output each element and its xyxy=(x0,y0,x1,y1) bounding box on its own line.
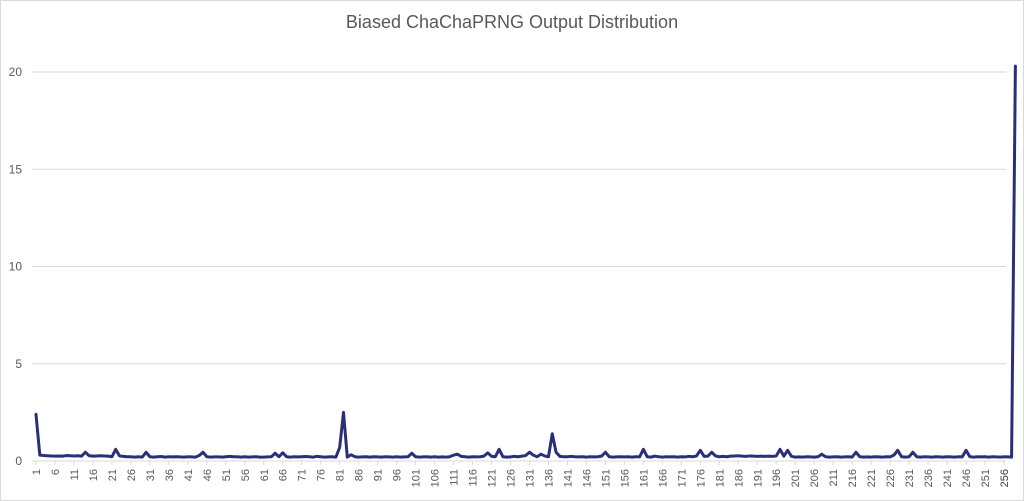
x-tick-label: 246 xyxy=(961,469,973,487)
x-tick-label: 186 xyxy=(733,469,745,487)
x-tick-label: 256 xyxy=(999,469,1011,487)
y-tick-label: 0 xyxy=(15,454,22,468)
x-tick-label: 181 xyxy=(714,469,726,487)
series-line-0 xyxy=(34,64,1017,459)
x-tick-label: 66 xyxy=(278,469,290,481)
x-tick-label: 126 xyxy=(506,469,518,487)
x-tick-label: 191 xyxy=(752,469,764,487)
x-tick-label: 251 xyxy=(980,469,992,487)
x-tick-label: 11 xyxy=(69,469,81,480)
x-tick-label: 101 xyxy=(411,469,423,487)
x-tick-label: 21 xyxy=(107,469,119,481)
x-tick-label: 6 xyxy=(50,469,62,475)
x-tick-label: 171 xyxy=(676,469,688,487)
x-tick-label: 111 xyxy=(449,469,461,486)
x-tick-label: 86 xyxy=(354,469,366,481)
gridlines xyxy=(32,71,1006,462)
x-tick-label: 116 xyxy=(468,469,480,487)
x-tick-label: 176 xyxy=(695,469,707,487)
x-tick-label: 141 xyxy=(562,469,574,487)
y-tick-label: 20 xyxy=(9,65,23,79)
x-tick-label: 26 xyxy=(126,469,138,481)
x-tick-label: 146 xyxy=(581,469,593,487)
x-tick-label: 161 xyxy=(638,469,650,487)
x-tick-label: 56 xyxy=(240,469,252,481)
x-tick-label: 226 xyxy=(885,469,897,487)
x-tick-label: 106 xyxy=(430,469,442,487)
x-tick-label: 221 xyxy=(866,469,878,487)
x-tick-label: 41 xyxy=(183,469,195,481)
x-tick-label: 16 xyxy=(88,469,100,481)
x-tick-label: 121 xyxy=(487,469,499,487)
x-axis-ticks: 1 6 11 16 21 26 31 36 41 46 51 56 61 66 71 76 81 86 91 96 10… xyxy=(31,461,1011,487)
x-tick-label: 1 xyxy=(31,469,43,475)
x-tick-label: 61 xyxy=(259,469,271,481)
x-tick-label: 46 xyxy=(202,469,214,481)
x-tick-label: 81 xyxy=(335,469,347,481)
x-tick-label: 51 xyxy=(221,469,233,481)
x-tick-label: 96 xyxy=(392,469,404,481)
x-tick-label: 206 xyxy=(809,469,821,487)
y-axis-ticks: 0 5 10 15 20 xyxy=(9,65,23,468)
x-tick-label: 31 xyxy=(145,469,157,481)
y-tick-label: 15 xyxy=(9,162,23,176)
x-tick-label: 131 xyxy=(524,469,536,487)
x-tick-label: 231 xyxy=(904,469,916,487)
x-tick-label: 76 xyxy=(316,469,328,481)
x-tick-label: 156 xyxy=(619,469,631,487)
x-tick-label: 166 xyxy=(657,469,669,487)
x-tick-label: 256 xyxy=(999,469,1011,487)
x-tick-label: 211 xyxy=(828,469,840,487)
x-tick-label: 151 xyxy=(600,469,612,487)
x-tick-label: 71 xyxy=(297,469,309,481)
x-tick-label: 241 xyxy=(942,469,954,487)
series-group xyxy=(34,64,1017,459)
x-tick-label: 196 xyxy=(771,469,783,487)
x-tick-label: 91 xyxy=(373,469,385,481)
y-tick-label: 10 xyxy=(9,260,23,274)
chart-title: Biased ChaChaPRNG Output Distribution xyxy=(345,12,679,32)
x-tick-label: 201 xyxy=(790,469,802,487)
x-tick-label: 216 xyxy=(847,469,859,487)
x-tick-label: 36 xyxy=(164,469,176,481)
x-tick-label: 236 xyxy=(923,469,935,487)
x-tick-label: 136 xyxy=(543,469,555,487)
y-tick-label: 5 xyxy=(15,357,22,371)
